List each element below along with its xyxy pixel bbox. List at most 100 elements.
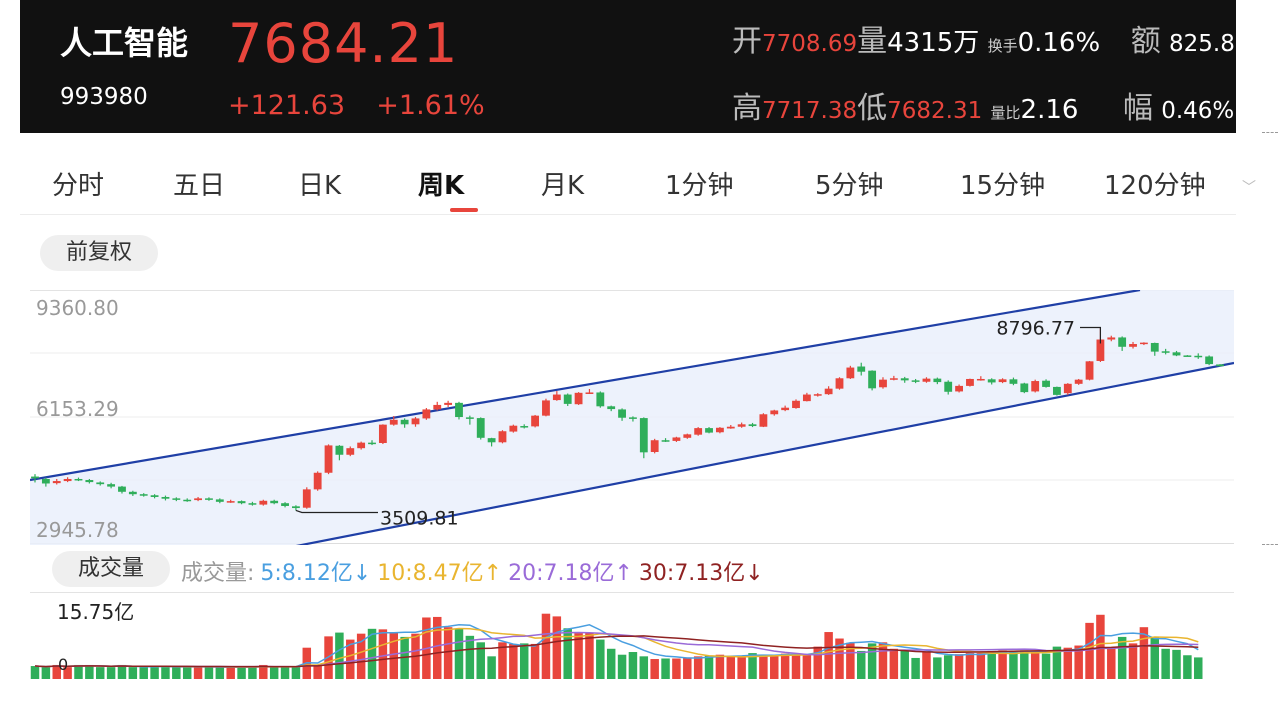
candle-body [911, 380, 920, 382]
volume-bar [911, 657, 920, 679]
volume-bar [313, 666, 322, 679]
candle-body [172, 498, 181, 500]
candle-body [683, 434, 692, 438]
candle-body [389, 419, 398, 425]
candle-body [552, 394, 561, 401]
candlestick-chart[interactable]: 9360.80 6153.29 2945.78 8796.77 3509.81 [30, 290, 1234, 545]
ma10-value: 10:8.47亿↑ [377, 561, 503, 586]
volume-bar [1139, 627, 1149, 679]
candle-body [1194, 355, 1203, 358]
volume-bar [193, 667, 203, 679]
candle-body [498, 431, 507, 443]
adjust-button[interactable]: 前复权 [40, 235, 158, 271]
price-axis-top: 9360.80 [36, 296, 119, 320]
candle-body [52, 481, 61, 484]
volume-bar [954, 654, 964, 679]
volume-bar [770, 655, 779, 679]
active-tab-indicator [450, 208, 478, 212]
candle-body [900, 378, 909, 381]
tab-monthly-k[interactable]: 月K [541, 171, 585, 201]
volume-bar [291, 667, 301, 679]
index-name: 人工智能 [60, 24, 189, 62]
candle-body [715, 427, 724, 433]
tab-15min[interactable]: 15分钟 [960, 171, 1046, 201]
volume-label: 量 [857, 24, 888, 59]
candle-body [63, 478, 72, 482]
candle-body [107, 484, 116, 487]
candle-body [1161, 351, 1170, 353]
candle-body [205, 498, 213, 500]
ma30-line [34, 635, 1199, 668]
candle-body [357, 442, 366, 449]
volume-bar [780, 653, 790, 679]
candle-body [792, 400, 800, 409]
candle-body [1053, 386, 1061, 395]
candle-body [748, 424, 757, 427]
tab-5min[interactable]: 5分钟 [815, 171, 884, 201]
candle-body [161, 496, 170, 499]
tab-five-day[interactable]: 五日 [173, 171, 226, 201]
chevron-down-icon[interactable]: ﹀ [1242, 180, 1256, 196]
candle-body [487, 438, 496, 443]
volume-bar [737, 655, 746, 679]
candle-body [96, 482, 105, 485]
volume-legend: 成交量: 5:8.12亿↓ 10:8.47亿↑ 20:7.18亿↑ 30:7.13亿↓ [181, 555, 770, 587]
volume-bar [672, 658, 681, 679]
volume-bar [889, 648, 899, 679]
volume-chart[interactable]: 15.75亿 0 [30, 592, 1234, 684]
volume-bar [933, 657, 942, 679]
volume-bar [846, 642, 855, 679]
tab-120min[interactable]: 120分钟 [1104, 171, 1206, 201]
candle-body [1020, 383, 1029, 393]
candle-body [509, 425, 518, 432]
volume-indicator-button[interactable]: 成交量 [52, 551, 170, 587]
channel-upper-line [30, 290, 1141, 482]
candle-body [1172, 352, 1181, 356]
channel-lower-line [295, 361, 1234, 545]
volume-value: 4315万 [887, 28, 980, 58]
candle-body [846, 367, 855, 379]
volume-bar [987, 650, 996, 679]
candle-body [1096, 339, 1105, 361]
volume-bar [389, 632, 399, 679]
candle-body [346, 448, 355, 455]
candle-body [759, 414, 768, 427]
volume-legend-title: 成交量: [181, 561, 255, 586]
candle-body [650, 440, 659, 452]
candle-body [378, 424, 387, 443]
candle-body [226, 501, 235, 503]
candle-body [922, 378, 931, 382]
candle-body [1085, 361, 1094, 380]
candle-body [944, 381, 953, 392]
edge-dash [1262, 544, 1278, 545]
volume-bar [585, 632, 594, 679]
tab-daily-k[interactable]: 日K [298, 171, 342, 201]
high-annotation: 8796.77 [996, 318, 1075, 340]
candle-body [1118, 337, 1127, 347]
candle-body [542, 400, 550, 416]
tab-1min[interactable]: 1分钟 [665, 171, 734, 201]
volume-bar [150, 667, 159, 679]
volume-bar [552, 616, 562, 679]
volume-bar [748, 653, 757, 679]
candle-body [726, 426, 735, 429]
volume-bars-group [30, 613, 1203, 679]
high-label: 高 [732, 91, 762, 126]
volume-bar [661, 658, 670, 679]
volume-bar [41, 667, 51, 679]
volume-bar [541, 613, 551, 679]
volume-bar [1194, 657, 1203, 679]
candle-body [705, 428, 713, 433]
volume-bar [1161, 648, 1170, 679]
candle-body [215, 499, 224, 502]
volume-bar [487, 656, 496, 679]
candle-body [629, 417, 637, 419]
ma5-value: 5:8.12亿↓ [260, 561, 372, 586]
candle-body [1107, 337, 1116, 340]
tab-intraday[interactable]: 分时 [52, 171, 105, 201]
tab-weekly-k[interactable]: 周K [418, 171, 465, 201]
candle-body [770, 410, 779, 415]
candle-body [248, 503, 257, 505]
volume-bar [378, 629, 388, 679]
candle-body [150, 495, 159, 497]
